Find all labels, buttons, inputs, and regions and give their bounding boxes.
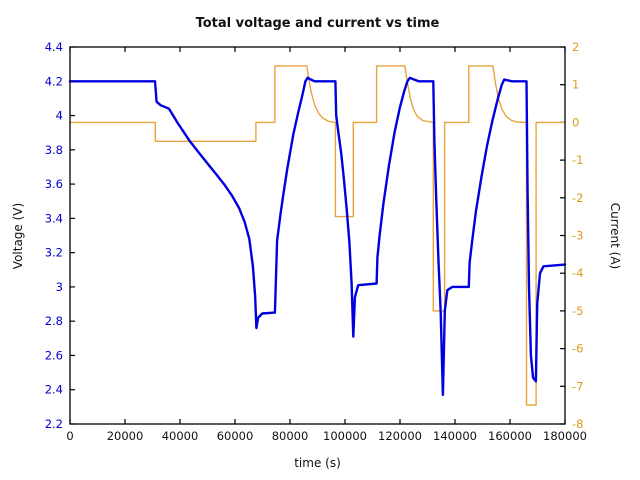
voltage-tick-label: 3.6 [45,177,63,191]
plot-frame [69,46,566,425]
current-line [69,65,566,406]
x-tick-label: 20000 [107,429,144,443]
x-tick-label: 180000 [543,429,587,443]
voltage-tick-label: 3.4 [45,211,63,225]
current-tick-label: 0 [572,115,579,129]
x-tick-label: 100000 [323,429,367,443]
current-tick-label: -5 [572,304,583,318]
voltage-line [68,76,567,397]
voltage-tick-label: 2.2 [45,417,63,431]
current-tick-label: -3 [572,229,583,243]
voltage-tick-label: 2.6 [45,348,63,362]
current-tick-label: -6 [572,342,583,356]
x-tick-label: 0 [66,429,73,443]
current-tick-label: -4 [572,266,583,280]
current-tick-label: 1 [572,78,579,92]
voltage-tick-label: 3.2 [45,246,63,260]
current-tick-label: 2 [572,40,579,54]
voltage-tick-label: 4.4 [45,40,63,54]
x-tick-label: 60000 [217,429,254,443]
current-tick-label: -2 [572,191,583,205]
voltage-tick-label: 3.8 [45,143,63,157]
x-tick-label: 120000 [378,429,422,443]
x-tick-label: 160000 [488,429,532,443]
x-tick-label: 80000 [272,429,309,443]
x-tick-label: 40000 [162,429,199,443]
current-tick-label: -1 [572,153,583,167]
current-tick-label: -8 [572,417,583,431]
voltage-tick-label: 2.4 [45,383,63,397]
chart-title: Total voltage and current vs time [195,16,440,31]
voltage-tick-label: 4 [56,109,63,123]
x-tick-label: 140000 [433,429,477,443]
time-axis-label: time (s) [294,456,341,470]
voltage-tick-label: 2.8 [45,314,63,328]
voltage-tick-label: 3 [56,280,63,294]
current-tick-label: -7 [572,379,583,393]
voltage-tick-label: 4.2 [45,74,63,88]
